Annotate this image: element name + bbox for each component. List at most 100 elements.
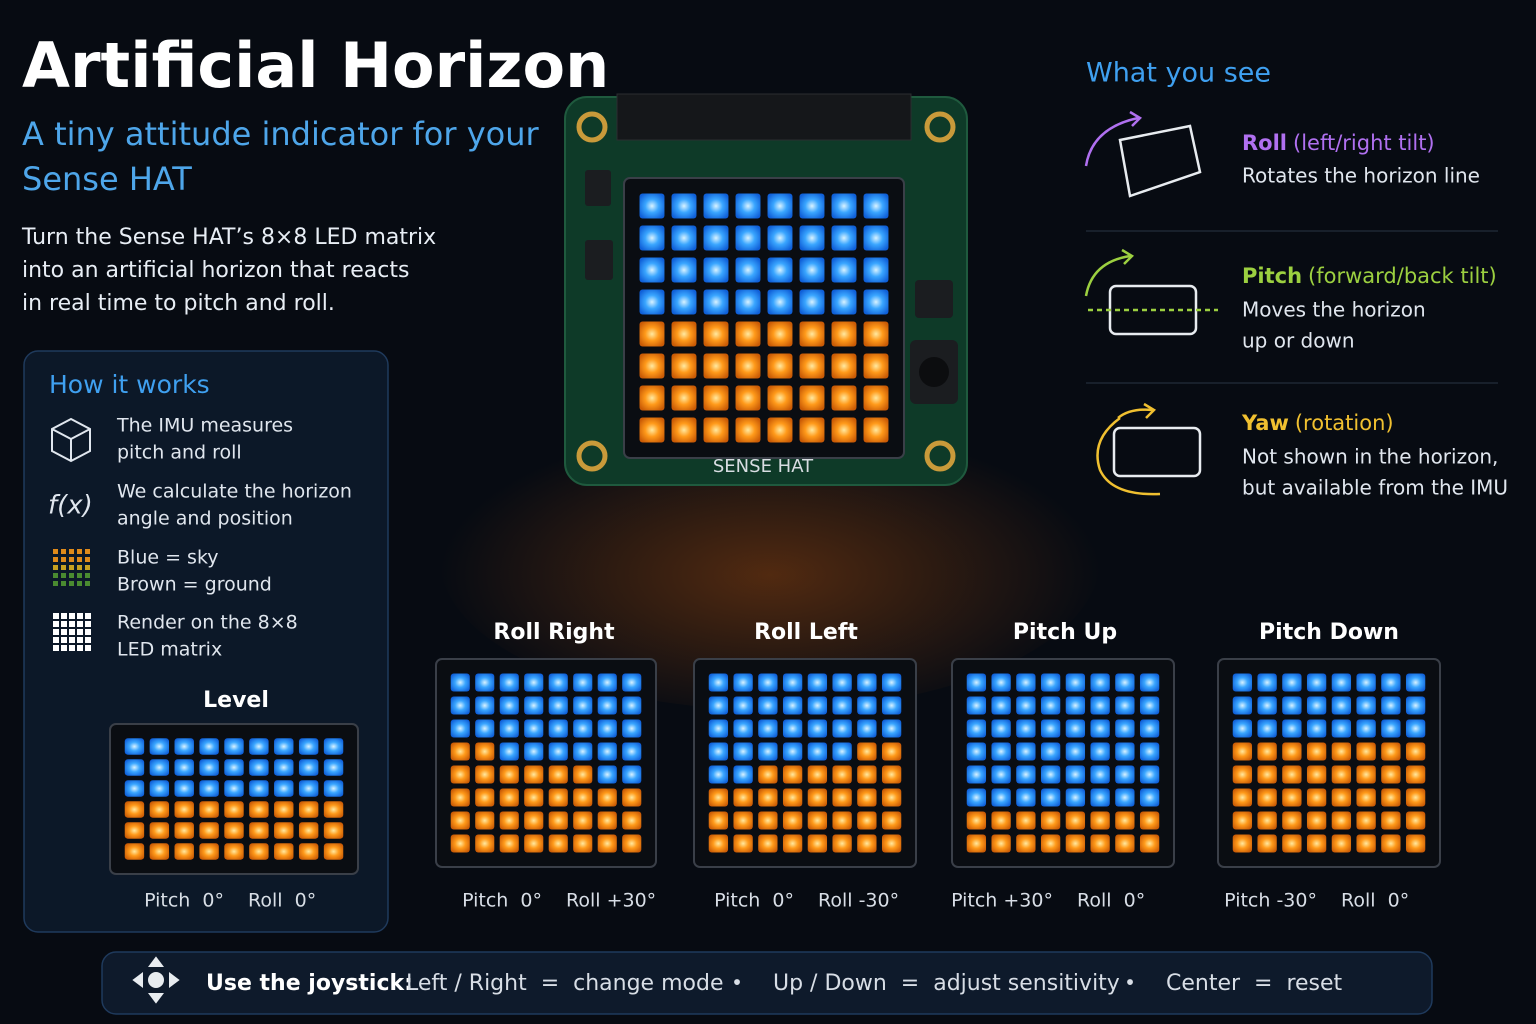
- led: [703, 353, 729, 379]
- led: [622, 834, 642, 853]
- led: [703, 225, 729, 251]
- led: [1115, 719, 1135, 738]
- led: [124, 738, 145, 755]
- led: [1282, 742, 1302, 761]
- how-item: We calculate the horizon: [117, 481, 352, 503]
- led: [450, 765, 470, 784]
- led: [863, 321, 889, 347]
- led: [782, 719, 803, 738]
- led: [832, 811, 852, 830]
- formula-icon: f(x): [48, 491, 93, 521]
- chip: [585, 170, 611, 206]
- led: [199, 843, 219, 860]
- matrix-icon: [53, 613, 91, 651]
- led: [671, 257, 697, 283]
- led: [573, 696, 593, 715]
- icon-dot: [61, 645, 67, 651]
- yaw-icon: [1096, 402, 1202, 496]
- led: [991, 719, 1011, 738]
- icon-dot: [61, 573, 66, 578]
- led: [708, 788, 729, 807]
- led: [639, 417, 665, 443]
- led: [857, 696, 877, 715]
- led: [881, 811, 902, 830]
- led: [758, 811, 778, 830]
- led: [450, 811, 470, 830]
- icon-dot: [53, 621, 59, 627]
- led: [274, 801, 294, 818]
- led: [622, 696, 642, 715]
- led: [1232, 719, 1253, 738]
- led: [832, 719, 852, 738]
- led: [1405, 765, 1426, 784]
- led: [1257, 696, 1277, 715]
- led: [671, 225, 697, 251]
- led: [1331, 696, 1352, 715]
- icon-dot: [85, 613, 91, 619]
- led: [1016, 696, 1036, 715]
- pitch-desc: up or down: [1242, 329, 1355, 353]
- led: [475, 788, 495, 807]
- led: [735, 417, 761, 443]
- led: [863, 385, 889, 411]
- led: [1090, 696, 1110, 715]
- led: [274, 843, 294, 860]
- led: [733, 765, 753, 784]
- icon-dot: [61, 621, 67, 627]
- led: [622, 811, 642, 830]
- led: [475, 765, 495, 784]
- roll-name: Roll: [1242, 131, 1287, 155]
- icon-dot: [53, 557, 58, 562]
- led: [124, 843, 145, 860]
- icon-dot: [77, 637, 83, 643]
- led: [499, 765, 519, 784]
- led: [1257, 742, 1277, 761]
- led: [881, 719, 902, 738]
- icon-dot: [61, 637, 67, 643]
- led: [708, 765, 729, 784]
- led: [499, 673, 519, 692]
- led: [450, 834, 470, 853]
- led: [124, 780, 145, 797]
- led: [733, 742, 753, 761]
- footer-hint: Center = reset: [1166, 971, 1343, 996]
- led: [1115, 765, 1135, 784]
- led: [1282, 765, 1302, 784]
- led: [767, 257, 793, 283]
- sensor-chip: [915, 280, 953, 318]
- led: [597, 696, 617, 715]
- led: [1381, 788, 1401, 807]
- led: [991, 811, 1011, 830]
- footer-separator: •: [1124, 971, 1136, 995]
- led: [832, 788, 852, 807]
- led: [323, 822, 344, 839]
- led: [475, 696, 495, 715]
- how-item: LED matrix: [117, 639, 222, 661]
- cube-icon: [51, 417, 91, 463]
- led: [782, 673, 803, 692]
- icon-dot: [53, 629, 59, 635]
- led: [782, 788, 803, 807]
- icon-dot: [61, 557, 66, 562]
- led: [1090, 719, 1110, 738]
- what-title: What you see: [1086, 58, 1271, 89]
- led: [857, 719, 877, 738]
- led: [671, 321, 697, 347]
- led: [548, 765, 568, 784]
- led: [703, 417, 729, 443]
- led: [991, 673, 1011, 692]
- led: [524, 834, 544, 853]
- icon-dot: [77, 645, 83, 651]
- led: [274, 759, 294, 776]
- led: [548, 696, 568, 715]
- led: [199, 801, 219, 818]
- led: [1356, 834, 1376, 853]
- led: [831, 257, 857, 283]
- icon-dot: [61, 613, 67, 619]
- led: [966, 811, 987, 830]
- led: [991, 765, 1011, 784]
- led: [199, 738, 219, 755]
- led: [1381, 834, 1401, 853]
- icon-dot: [69, 621, 75, 627]
- example-pitch: Pitch 0°: [462, 890, 542, 912]
